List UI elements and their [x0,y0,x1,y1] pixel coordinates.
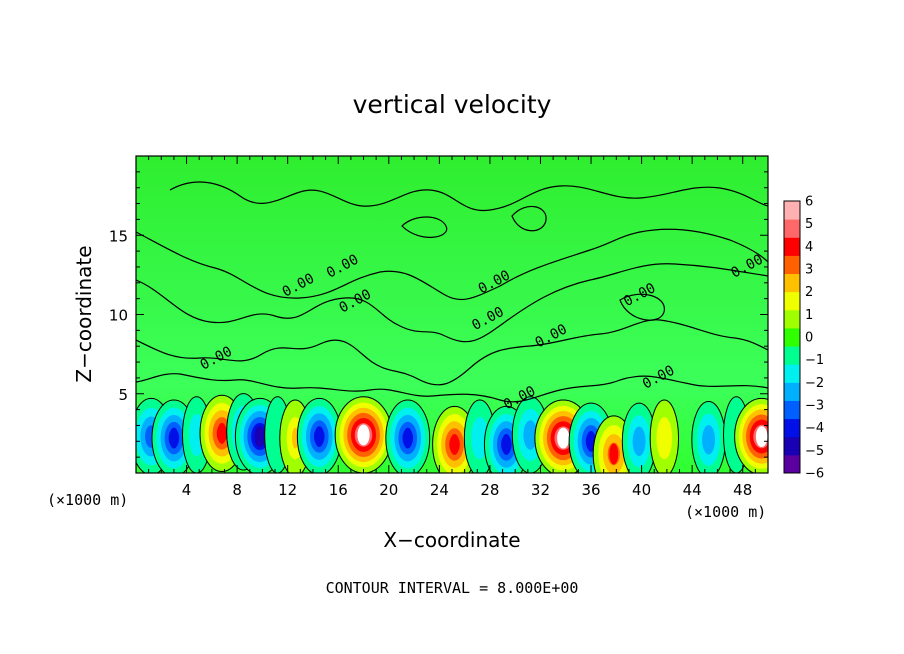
colorbar-swatch [784,201,800,220]
y-tick-label: 15 [109,227,128,245]
colorbar-swatch [784,219,800,238]
colorbar-swatch [784,291,800,311]
colorbar-swatch [784,327,800,347]
velocity-cell [691,401,726,473]
colorbar-swatch [784,255,800,275]
x-tick-label: 16 [329,481,348,499]
contour-line [136,373,768,403]
colorbar-swatch [784,454,800,474]
x-unit-right: (×1000 m) [685,503,766,521]
x-tick-label: 48 [733,481,752,499]
colorbar-swatch [784,400,800,420]
y-tick-label: 10 [109,307,128,325]
x-tick-label: 40 [632,481,651,499]
colorbar-label: 3 [805,263,813,278]
contour-line [619,293,665,321]
velocity-cells [136,393,768,473]
colorbar-label: −3 [805,399,824,414]
colorbar-label: 6 [805,195,813,210]
colorbar-swatch [784,273,800,293]
x-tick-label: 32 [531,481,550,499]
colorbar-swatch [784,382,800,401]
y-axis-title: Z−coordinate [72,245,96,382]
colorbar-label: 2 [805,285,813,300]
velocity-cell [296,397,342,473]
plot-area: 0.000.000.000.000.000.000.000.000.000.00… [109,155,769,499]
x-tick-label: 36 [581,481,600,499]
colorbar-swatch [784,346,800,365]
contour-line [401,216,448,238]
x-tick-label: 20 [379,481,398,499]
colorbar-label: −1 [805,353,824,368]
colorbar-label: 4 [805,240,813,255]
x-tick-label: 28 [480,481,499,499]
colorbar-frame [783,200,801,474]
colorbar-label: 1 [805,308,813,323]
colorbar-swatch [784,309,800,329]
velocity-cell [385,399,431,473]
contour-line [169,181,768,212]
colorbar-swatch [784,436,800,456]
x-tick-label: 24 [430,481,449,499]
colorbar-label: −2 [805,376,824,391]
contour-line [511,205,547,232]
x-unit-left: (×1000 m) [47,491,128,509]
colorbar-swatch [784,364,800,383]
colorbar-label: −5 [805,444,824,459]
x-tick-label: 8 [232,481,242,499]
x-tick-label: 44 [683,481,702,499]
contour-interval-note: CONTOUR INTERVAL = 8.000E+00 [326,579,579,597]
velocity-cell [334,396,393,473]
contour-line [136,319,768,386]
contour-line [136,228,768,301]
contour-lines [136,181,768,403]
colorbar-swatch [784,237,800,256]
x-tick-label: 12 [278,481,297,499]
velocity-cell [734,397,768,473]
colorbar: 6 5 4 3 2 1 0 −1 −2 −3 −4 −5 −6 [783,195,824,482]
contour-line [136,263,768,343]
colorbar-label: 5 [805,217,813,232]
velocity-cell [649,399,680,473]
colorbar-label: −6 [805,467,824,482]
y-tick-label: 5 [118,386,128,404]
colorbar-label: 0 [805,331,813,346]
chart-title: vertical velocity [353,90,552,119]
velocity-cell [621,402,657,473]
colorbar-swatch [784,418,800,438]
x-axis-title: X−coordinate [383,528,520,552]
colorbar-label: −4 [805,421,824,436]
x-tick-label: 4 [182,481,192,499]
